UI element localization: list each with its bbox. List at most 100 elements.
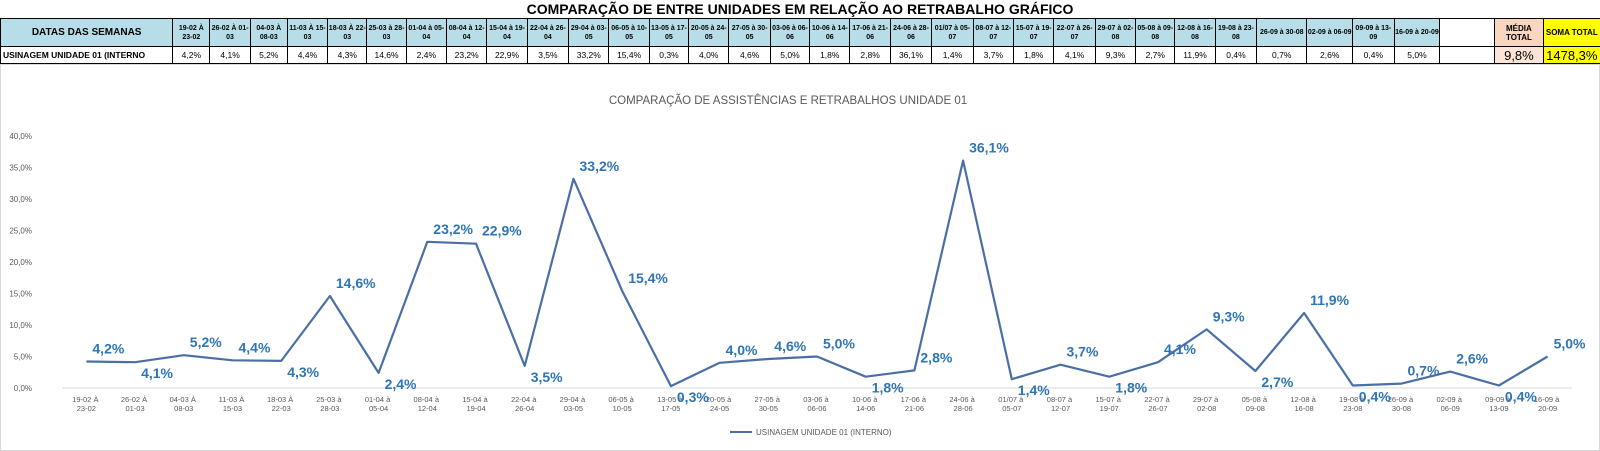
week-header-cell[interactable]: 29-07 à 02-08 bbox=[1094, 18, 1137, 47]
week-value-cell[interactable]: 22,9% bbox=[486, 46, 528, 64]
week-value-cell[interactable]: 5,0% bbox=[1393, 46, 1441, 64]
data-point[interactable] bbox=[377, 371, 381, 375]
week-value-cell[interactable]: 4,1% bbox=[209, 46, 251, 64]
week-header-cell[interactable]: 26-02 À 01-03 bbox=[209, 18, 251, 47]
data-point[interactable] bbox=[1448, 370, 1452, 374]
week-value-cell[interactable]: 4,6% bbox=[728, 46, 771, 64]
data-point[interactable] bbox=[1205, 327, 1209, 331]
data-point[interactable] bbox=[1059, 363, 1063, 367]
week-header-cell[interactable]: 25-03 à 28-03 bbox=[366, 18, 407, 47]
week-value-cell[interactable]: 1,8% bbox=[809, 46, 851, 64]
week-header-cell[interactable]: 22-04 à 26-04 bbox=[526, 18, 570, 47]
week-value-cell[interactable]: 15,4% bbox=[608, 46, 650, 64]
soma-total-value[interactable]: 1478,3% bbox=[1542, 46, 1600, 64]
data-point[interactable] bbox=[1107, 375, 1111, 379]
week-value-cell[interactable]: 5,0% bbox=[769, 46, 811, 64]
week-header-cell[interactable]: 29-04 à 03-05 bbox=[568, 18, 610, 47]
data-point[interactable] bbox=[669, 384, 673, 388]
week-header-cell[interactable]: 27-05 à 30-05 bbox=[728, 18, 771, 47]
data-point[interactable] bbox=[620, 289, 624, 293]
data-point[interactable] bbox=[864, 375, 868, 379]
week-value-cell[interactable]: 36,1% bbox=[889, 46, 933, 64]
week-value-cell[interactable]: 14,6% bbox=[366, 46, 407, 64]
data-point[interactable] bbox=[230, 358, 234, 362]
data-point[interactable] bbox=[328, 294, 332, 298]
soma-total-header[interactable]: SOMA TOTAL bbox=[1542, 18, 1600, 47]
data-point[interactable] bbox=[523, 364, 527, 368]
week-header-cell[interactable]: 22-07 à 26-07 bbox=[1053, 18, 1096, 47]
week-value-cell[interactable]: 3,7% bbox=[972, 46, 1015, 64]
blank-header-cell[interactable] bbox=[1439, 18, 1495, 47]
data-point[interactable] bbox=[425, 240, 429, 244]
week-header-cell[interactable]: 19-08 à 23-08 bbox=[1214, 18, 1258, 47]
week-header-cell[interactable]: 02-09 à 06-09 bbox=[1306, 18, 1354, 47]
week-value-cell[interactable]: 1,8% bbox=[1012, 46, 1055, 64]
week-header-cell[interactable]: 18-03 À 22-03 bbox=[327, 18, 368, 47]
week-header-cell[interactable]: 24-06 à 28-06 bbox=[889, 18, 933, 47]
week-value-cell[interactable]: 1,4% bbox=[931, 46, 974, 64]
week-header-cell[interactable]: 20-05 à 24-05 bbox=[688, 18, 730, 47]
week-value-cell[interactable]: 2,7% bbox=[1135, 46, 1176, 64]
week-header-cell[interactable]: 15-04 à 19-04 bbox=[486, 18, 528, 47]
media-total-header[interactable]: MÉDIA TOTAL bbox=[1493, 18, 1544, 47]
data-point[interactable] bbox=[766, 357, 770, 361]
week-value-cell[interactable]: 0,4% bbox=[1352, 46, 1395, 64]
week-header-cell[interactable]: 03-06 à 06-06 bbox=[769, 18, 811, 47]
week-value-cell[interactable]: 11,9% bbox=[1174, 46, 1216, 64]
week-value-cell[interactable]: 9,3% bbox=[1094, 46, 1137, 64]
data-point[interactable] bbox=[1546, 355, 1550, 359]
week-value-cell[interactable]: 4,1% bbox=[1053, 46, 1096, 64]
data-point[interactable] bbox=[474, 242, 478, 246]
data-point[interactable] bbox=[815, 355, 819, 359]
week-header-cell[interactable]: 06-05 à 10-05 bbox=[608, 18, 650, 47]
data-point[interactable] bbox=[1156, 360, 1160, 364]
data-point[interactable] bbox=[182, 353, 186, 357]
week-value-cell[interactable]: 5,2% bbox=[249, 46, 288, 64]
week-value-cell[interactable]: 4,3% bbox=[327, 46, 368, 64]
week-value-cell[interactable]: 4,0% bbox=[688, 46, 730, 64]
week-header-cell[interactable]: 01/07 à 05-07 bbox=[931, 18, 974, 47]
week-value-cell[interactable]: 4,2% bbox=[172, 46, 211, 64]
week-value-cell[interactable]: 2,6% bbox=[1306, 46, 1354, 64]
week-header-cell[interactable]: 08-07 à 12-07 bbox=[972, 18, 1015, 47]
week-value-cell[interactable]: 23,2% bbox=[445, 46, 488, 64]
week-header-cell[interactable]: 04-03 À 08-03 bbox=[249, 18, 288, 47]
week-value-cell[interactable]: 0,4% bbox=[1214, 46, 1258, 64]
series-line[interactable] bbox=[86, 159, 1549, 388]
data-point[interactable] bbox=[84, 360, 88, 364]
week-header-cell[interactable]: 16-09 à 20-09 bbox=[1393, 18, 1441, 47]
week-value-cell[interactable]: 3,5% bbox=[526, 46, 570, 64]
data-point[interactable] bbox=[571, 177, 575, 181]
data-point[interactable] bbox=[1497, 383, 1501, 387]
data-point[interactable] bbox=[961, 159, 965, 163]
data-point[interactable] bbox=[133, 360, 137, 364]
week-header-cell[interactable]: 17-06 à 21-06 bbox=[849, 18, 891, 47]
data-point[interactable] bbox=[1010, 377, 1014, 381]
media-total-value[interactable]: 9,8% bbox=[1493, 46, 1544, 64]
data-point[interactable] bbox=[718, 361, 722, 365]
week-value-cell[interactable]: 4,4% bbox=[286, 46, 329, 64]
week-header-cell[interactable]: 09-09 à 13-09 bbox=[1352, 18, 1395, 47]
header-label-cell[interactable]: DATAS DAS SEMANAS bbox=[0, 18, 174, 47]
week-value-cell[interactable]: 0,7% bbox=[1256, 46, 1308, 64]
data-point[interactable] bbox=[1400, 382, 1404, 386]
week-value-cell[interactable]: 33,2% bbox=[568, 46, 610, 64]
week-header-cell[interactable]: 05-08 à 09-08 bbox=[1135, 18, 1176, 47]
data-point[interactable] bbox=[1351, 383, 1355, 387]
week-header-cell[interactable]: 11-03 À 15-03 bbox=[286, 18, 329, 47]
data-point[interactable] bbox=[1253, 369, 1257, 373]
week-header-cell[interactable]: 01-04 à 05-04 bbox=[405, 18, 448, 47]
week-header-cell[interactable]: 19-02 À 23-02 bbox=[172, 18, 211, 47]
blank-value-cell[interactable] bbox=[1439, 46, 1495, 64]
week-header-cell[interactable]: 08-04 à 12-04 bbox=[445, 18, 488, 47]
week-header-cell[interactable]: 26-09 à 30-08 bbox=[1256, 18, 1308, 47]
chart-area[interactable]: COMPARAÇÃO DE ASSISTÊNCIAS E RETRABALHOS… bbox=[0, 64, 1600, 451]
line-chart[interactable]: COMPARAÇÃO DE ASSISTÊNCIAS E RETRABALHOS… bbox=[0, 64, 1600, 451]
week-value-cell[interactable]: 2,8% bbox=[849, 46, 891, 64]
week-header-cell[interactable]: 13-05 à 17-05 bbox=[648, 18, 690, 47]
week-header-cell[interactable]: 10-06 à 14-06 bbox=[809, 18, 851, 47]
data-point[interactable] bbox=[912, 368, 916, 372]
data-point[interactable] bbox=[279, 359, 283, 363]
week-header-cell[interactable]: 15-07 à 19-07 bbox=[1012, 18, 1055, 47]
data-point[interactable] bbox=[1302, 311, 1306, 315]
